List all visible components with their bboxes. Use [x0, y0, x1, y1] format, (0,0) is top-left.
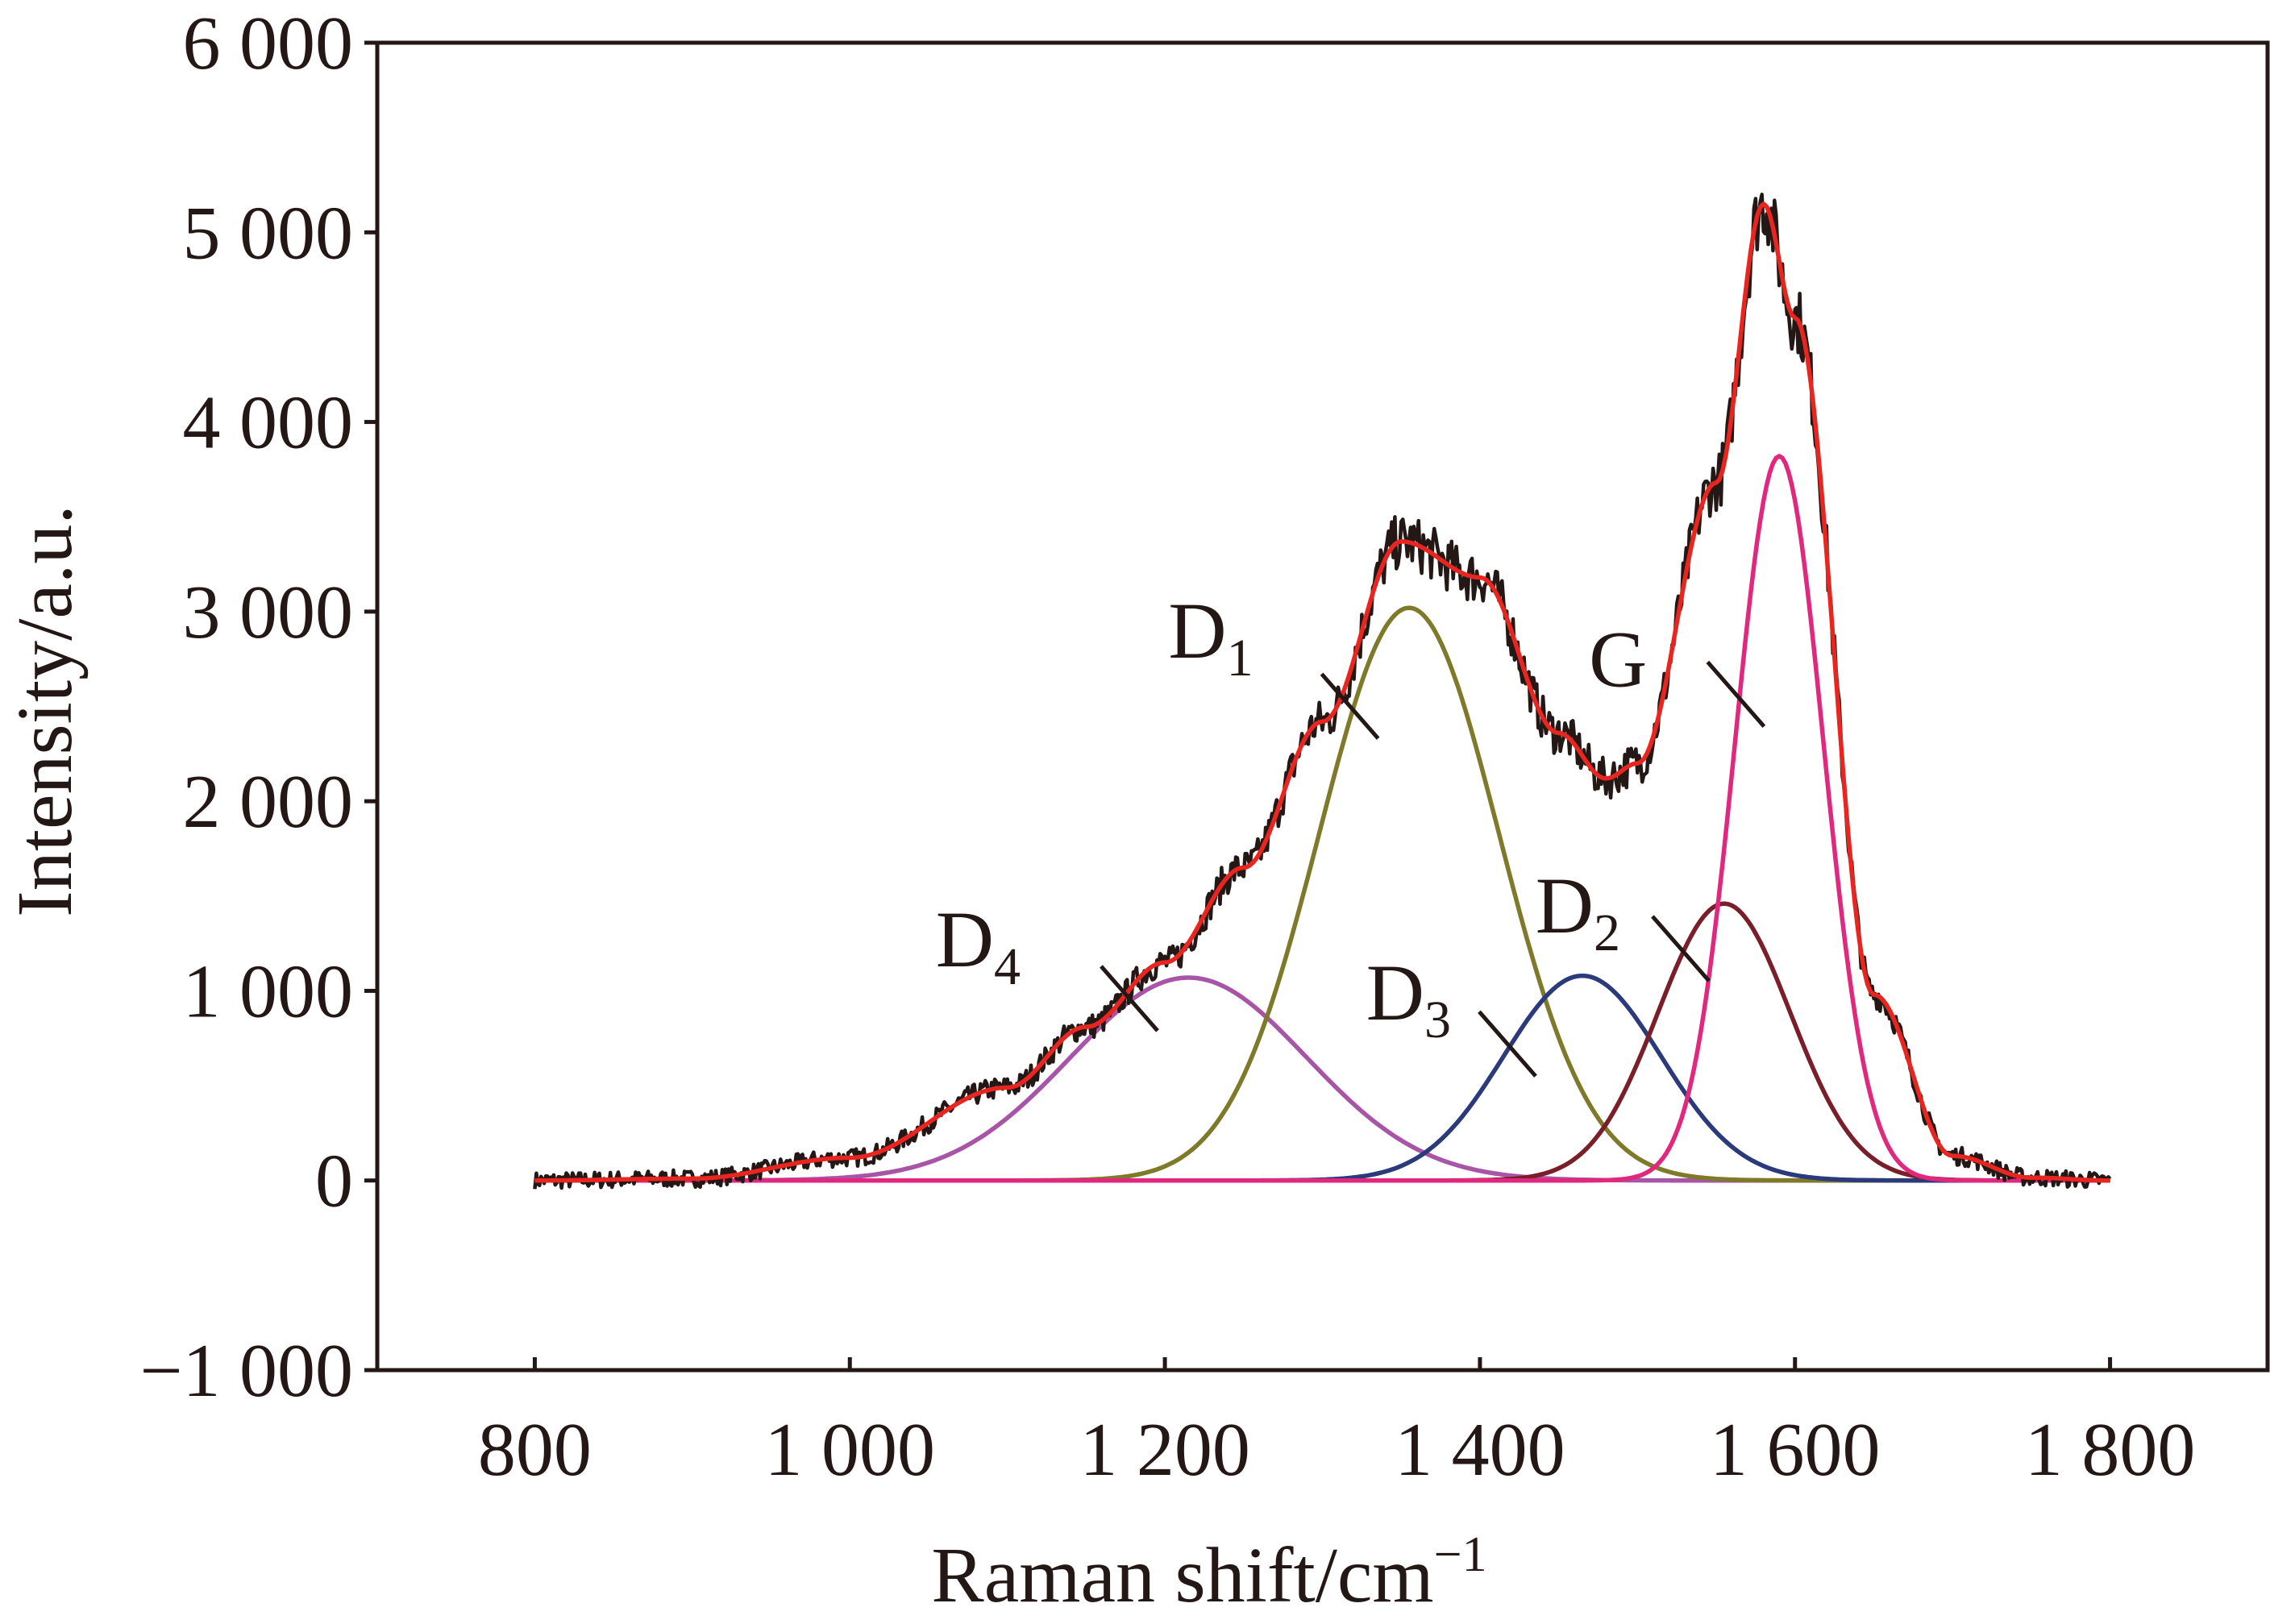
series-d3 [534, 973, 2110, 1183]
peak-label-d1: D1 [1168, 586, 1253, 687]
x-axis: 800 1 000 1 200 1 400 1 600 1 800 [478, 1357, 2195, 1492]
x-tick-label: 1 800 [2025, 1408, 2196, 1492]
x-tick-label: 1 000 [765, 1408, 936, 1492]
y-axis-title: Intensity/a.u. [2, 505, 89, 917]
leader-line-d1 [1320, 672, 1380, 740]
peak-label-subscript: 1 [1227, 629, 1253, 687]
peak-label-d4: D4 [936, 895, 1021, 996]
x-axis-title-text: Raman shift/cm [931, 1532, 1433, 1619]
x-tick-label: 1 600 [1710, 1408, 1881, 1492]
y-tick-label: 5 000 [183, 191, 354, 275]
leader-line-g [1706, 660, 1766, 729]
y-tick-label: −1 000 [139, 1329, 353, 1413]
peak-label-text: D [1366, 948, 1424, 1037]
plot-frame [375, 40, 2270, 1373]
peak-label-text: D [1536, 861, 1594, 950]
peak-label-text: D [1168, 586, 1226, 675]
series-d4 [534, 975, 2110, 1183]
x-tick-label: 800 [478, 1408, 592, 1492]
peak-label-d3: D3 [1366, 948, 1451, 1049]
peak-label-subscript: 4 [994, 937, 1021, 996]
x-tick-label: 1 400 [1395, 1408, 1565, 1492]
peak-label-text: G [1589, 614, 1647, 704]
series-measured [533, 193, 2112, 1190]
x-axis-title-superscript: −1 [1434, 1527, 1487, 1582]
series-fit [534, 201, 2110, 1183]
series-g [534, 454, 2110, 1183]
y-tick-label: 1 000 [183, 949, 354, 1033]
peak-label-subscript: 2 [1594, 903, 1620, 962]
leader-line-d3 [1478, 1010, 1537, 1078]
y-tick-label: 3 000 [183, 571, 354, 654]
series-layer [533, 193, 2112, 1190]
peak-label-g: G [1589, 614, 1647, 704]
leader-line-d4 [1100, 965, 1159, 1032]
peak-label-subscript: 3 [1424, 991, 1451, 1049]
leader-line-d2 [1651, 915, 1711, 982]
y-tick-label: 2 000 [183, 760, 354, 844]
series-d1 [534, 605, 2110, 1183]
series-d2 [534, 901, 2110, 1183]
peak-label-d2: D2 [1536, 861, 1620, 962]
x-axis-title: Raman shift/cm−1 [931, 1527, 1486, 1619]
y-axis: −1 000 0 1 000 2 000 3 000 4 000 5 000 6 000 [139, 2, 377, 1413]
y-tick-label: 6 000 [183, 2, 354, 85]
peak-label-text: D [936, 895, 994, 984]
y-tick-label: 4 000 [183, 381, 354, 465]
x-tick-label: 1 200 [1079, 1408, 1250, 1492]
y-tick-label: 0 [315, 1140, 353, 1223]
